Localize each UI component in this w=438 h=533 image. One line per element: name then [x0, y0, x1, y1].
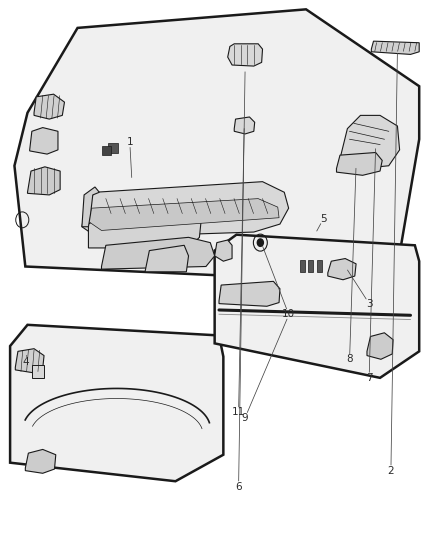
Polygon shape [336, 152, 382, 175]
Polygon shape [228, 44, 262, 66]
Polygon shape [219, 281, 280, 306]
Polygon shape [82, 182, 289, 237]
Polygon shape [367, 333, 393, 359]
Polygon shape [341, 115, 399, 168]
Polygon shape [25, 449, 56, 473]
Polygon shape [215, 235, 419, 378]
Polygon shape [10, 325, 223, 481]
Bar [108, 143, 117, 152]
Text: 5: 5 [320, 214, 327, 224]
Text: 10: 10 [282, 309, 295, 319]
Text: 2: 2 [388, 466, 394, 475]
Bar [102, 146, 111, 155]
Polygon shape [145, 245, 188, 272]
Text: 6: 6 [235, 481, 242, 491]
Bar [308, 260, 314, 272]
Polygon shape [88, 199, 279, 230]
Polygon shape [328, 259, 356, 280]
Bar [300, 260, 305, 272]
Polygon shape [14, 10, 419, 277]
Polygon shape [215, 240, 232, 261]
Polygon shape [34, 94, 64, 119]
Text: 11: 11 [232, 407, 245, 417]
Polygon shape [234, 117, 254, 134]
Text: 8: 8 [346, 354, 353, 364]
Polygon shape [88, 206, 201, 248]
Polygon shape [30, 127, 58, 154]
Polygon shape [15, 349, 44, 373]
Bar [317, 260, 322, 272]
Text: 3: 3 [366, 298, 372, 309]
Bar [32, 365, 44, 378]
Circle shape [257, 239, 263, 246]
Text: 1: 1 [127, 137, 133, 147]
Text: 9: 9 [242, 413, 248, 423]
Text: 7: 7 [366, 373, 372, 383]
Polygon shape [82, 187, 99, 227]
Polygon shape [28, 167, 60, 195]
Polygon shape [371, 41, 419, 54]
Text: 4: 4 [22, 357, 28, 367]
Polygon shape [102, 237, 215, 269]
